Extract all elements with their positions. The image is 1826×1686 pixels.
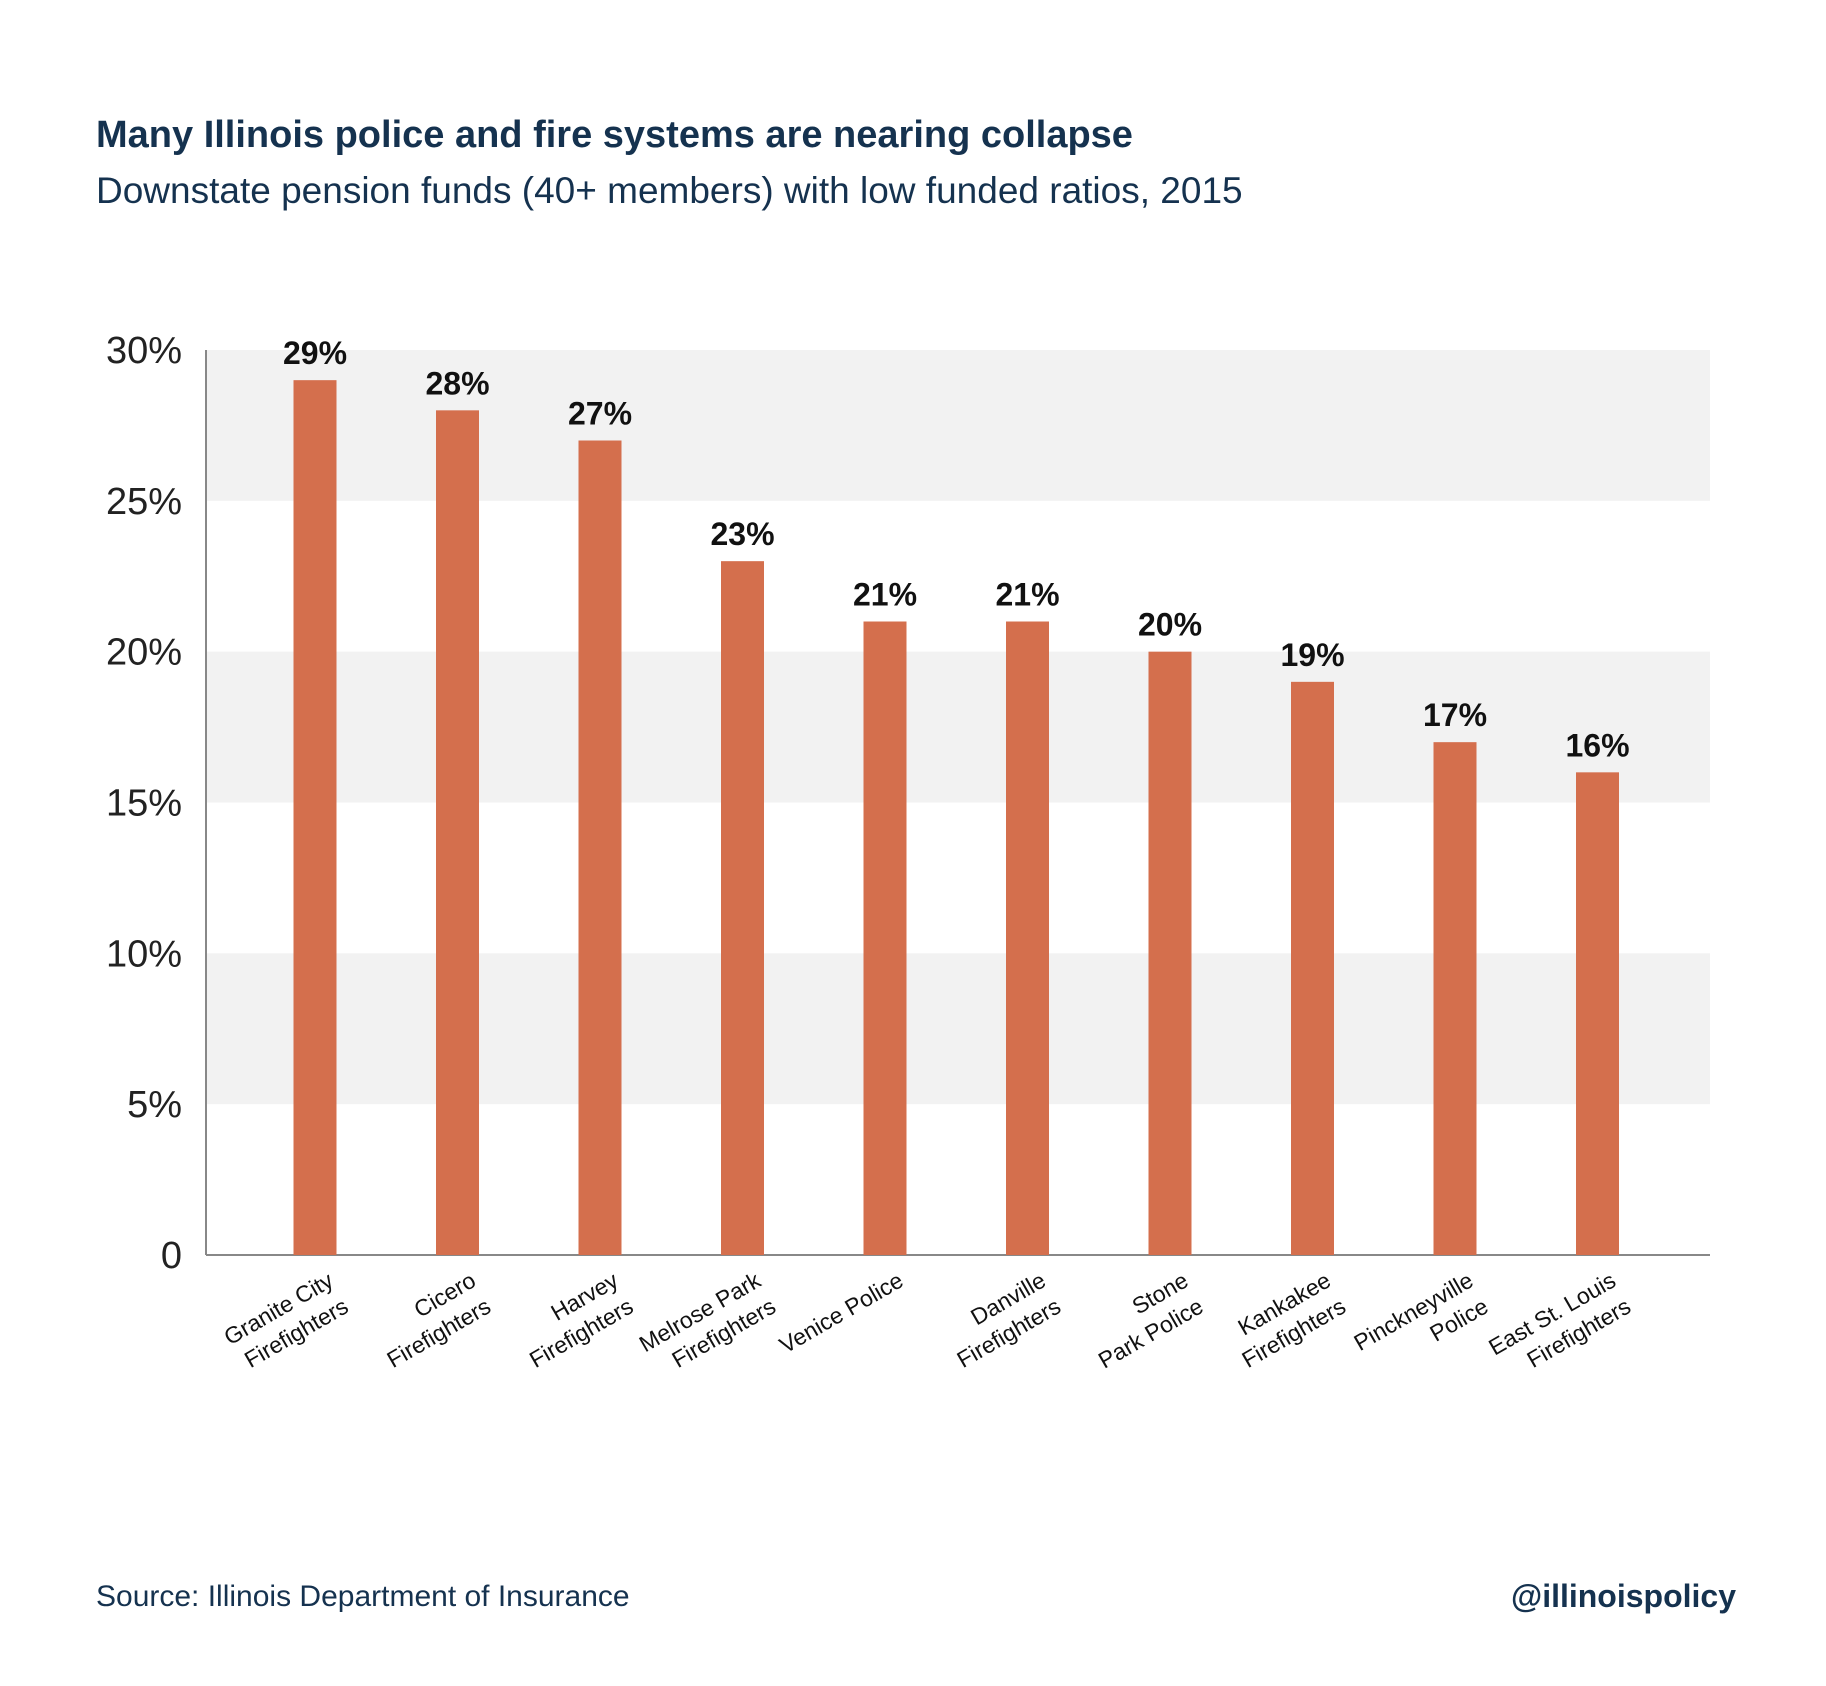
- x-tick-label: East St. LouisFirefighters: [1484, 1267, 1635, 1386]
- x-tick-label: Melrose ParkFirefighters: [635, 1267, 781, 1383]
- bar: [863, 621, 907, 1255]
- x-tick-label: StonePark Police: [1079, 1267, 1208, 1374]
- brand-handle: @illinoispolicy: [1510, 1578, 1736, 1614]
- bar: [1291, 681, 1334, 1255]
- data-label: 28%: [425, 365, 489, 401]
- y-tick-label: 30%: [106, 330, 182, 372]
- data-label: 21%: [995, 577, 1059, 613]
- x-axis-ticks: Granite CityFirefighters CiceroFirefighte…: [219, 1267, 1635, 1386]
- data-label: 29%: [283, 335, 347, 371]
- chart-title: Many Illinois police and fire systems ar…: [96, 114, 1133, 156]
- y-tick-label: 20%: [106, 632, 182, 674]
- svg-text:Granite CityFirefighters: Granite CityFirefighters: [219, 1267, 353, 1376]
- grid-band: [206, 953, 1710, 1105]
- bar: [1433, 742, 1477, 1255]
- data-label: 23%: [710, 516, 774, 552]
- x-tick-label: HarveyFirefighters: [510, 1267, 638, 1373]
- svg-text:HarveyFirefighters: HarveyFirefighters: [510, 1267, 638, 1373]
- svg-text:Melrose ParkFirefighters: Melrose ParkFirefighters: [635, 1267, 781, 1383]
- bar: [293, 380, 337, 1256]
- x-tick-label: CiceroFirefighters: [367, 1267, 495, 1373]
- source-note: Source: Illinois Department of Insurance: [96, 1580, 630, 1613]
- bar-series: [293, 380, 1619, 1256]
- svg-text:KankakeeFirefighters: KankakeeFirefighters: [1222, 1267, 1350, 1373]
- svg-text:StonePark Police: StonePark Police: [1079, 1267, 1208, 1374]
- bar: [1148, 651, 1192, 1255]
- x-tick-label: Venice Police: [775, 1267, 908, 1359]
- svg-text:PinckneyvillePolice: PinckneyvillePolice: [1349, 1267, 1492, 1382]
- y-tick-label: 25%: [106, 481, 182, 523]
- bar: [1006, 621, 1049, 1255]
- y-tick-label: 0: [161, 1235, 182, 1277]
- svg-text:CiceroFirefighters: CiceroFirefighters: [367, 1267, 495, 1373]
- y-tick-label: 5%: [127, 1084, 182, 1126]
- data-label: 16%: [1565, 727, 1629, 763]
- bar: [1576, 772, 1619, 1255]
- bar: [578, 440, 622, 1255]
- data-label: 20%: [1138, 607, 1202, 643]
- data-label: 21%: [853, 577, 917, 613]
- chart-subtitle: Downstate pension funds (40+ members) wi…: [96, 170, 1243, 211]
- y-tick-label: 10%: [106, 933, 182, 975]
- svg-text:DanvilleFirefighters: DanvilleFirefighters: [937, 1267, 1065, 1373]
- x-tick-label: KankakeeFirefighters: [1222, 1267, 1350, 1373]
- data-label: 17%: [1423, 697, 1487, 733]
- svg-text:Venice Police: Venice Police: [775, 1267, 908, 1359]
- svg-text:East St. LouisFirefighters: East St. LouisFirefighters: [1484, 1267, 1635, 1386]
- data-label: 27%: [568, 396, 632, 432]
- x-tick-label: PinckneyvillePolice: [1349, 1267, 1492, 1382]
- x-tick-label: DanvilleFirefighters: [937, 1267, 1065, 1373]
- data-labels: 29% 28% 27% 23% 21% 21% 20% 19% 17% 16%: [283, 335, 1630, 763]
- y-axis-ticks: 0 5% 10% 15% 20% 25% 30%: [106, 330, 182, 1277]
- bar: [436, 410, 479, 1255]
- data-label: 19%: [1280, 637, 1344, 673]
- y-tick-label: 15%: [106, 783, 182, 825]
- bar: [721, 561, 764, 1255]
- x-tick-label: Granite CityFirefighters: [219, 1267, 353, 1376]
